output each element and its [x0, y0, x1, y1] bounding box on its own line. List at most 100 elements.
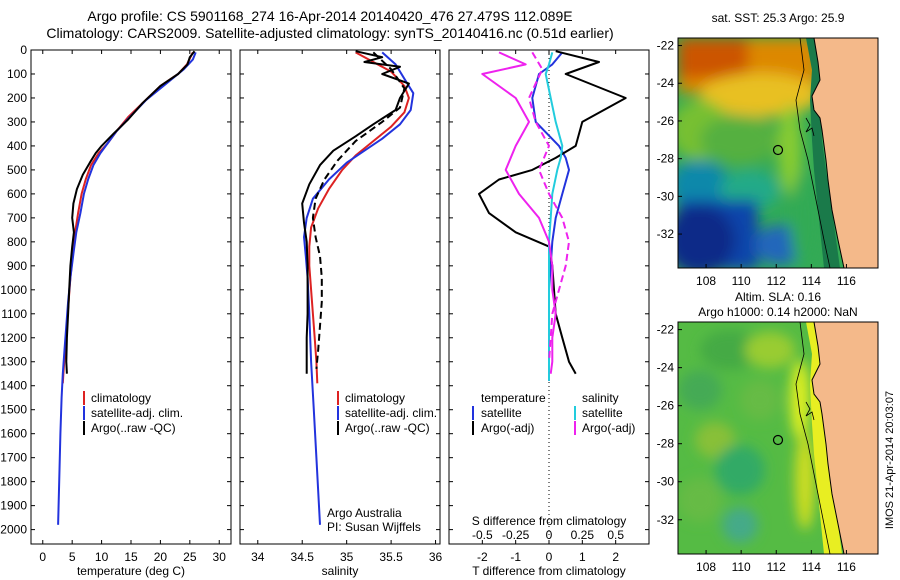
map-sst-frame: [677, 37, 879, 269]
y-tick-label: 1700: [0, 451, 27, 465]
legend-climatology-label: climatology: [91, 391, 151, 405]
figure-title-line2: Climatology: CARS2009. Satellite-adjuste…: [46, 25, 613, 41]
sst-land: [812, 38, 878, 268]
map-x-tick-label: 114: [802, 560, 821, 574]
map-sla-frame: [677, 321, 879, 555]
panel-salinity: 34 34.5 35 35.5 36 salinity climatology sate…: [239, 49, 443, 578]
x-tick-label: -1: [510, 550, 521, 564]
x-tick-label: 10: [95, 550, 109, 564]
y-tick-label: 1600: [0, 427, 27, 441]
salinity-xlabel: salinity: [322, 564, 359, 578]
footer-stamp: IMOS 21-Apr-2014 20:03:07: [884, 391, 896, 529]
x-tick-label: -2: [477, 550, 488, 564]
map-y-tick-label: -22: [657, 323, 675, 337]
y-tick-label: 1800: [0, 475, 27, 489]
map-y-tick-label: -22: [657, 39, 675, 53]
legend-satellite-label: satellite-adj. clim.: [91, 406, 183, 420]
x-tick-label: 36: [429, 550, 443, 564]
sst-argo-marker: [772, 144, 784, 156]
map-x-tick-label: 114: [802, 274, 821, 288]
temperature-axes: 0 5 10 15 20 25 300100200300400500600700800900…: [0, 43, 231, 564]
map-y-tick-label: -32: [657, 513, 675, 527]
sst-coastline: [811, 38, 845, 268]
map-sst-axes: 108 110 112 114 116 -22 -24 -26 -28 -30 -32: [657, 39, 857, 288]
y-tick-label: 1500: [0, 403, 27, 417]
map-sla: Altim. SLA: 0.16 Argo h1000: 0.14 h2000:…: [657, 290, 879, 574]
y-tick-label: 400: [7, 139, 27, 153]
panel-temperature: 0 5 10 15 20 25 300100200300400500600700800900…: [0, 43, 232, 578]
legend-temp-satellite-label: satellite: [481, 406, 522, 420]
map-y-tick-label: -28: [657, 152, 675, 166]
legend-satellite-label: satellite-adj. clim.: [345, 406, 437, 420]
salinity-plot-frame: [239, 49, 441, 545]
temperature-lines: [57, 50, 197, 525]
x-top-tick-label: 0.25: [571, 528, 595, 542]
legend-argo-label: Argo(..raw -QC): [91, 421, 176, 435]
y-tick-label: 1300: [0, 355, 27, 369]
series-line: [481, 51, 557, 374]
legend-sal-argo-label: Argo(-adj): [582, 421, 635, 435]
x-top-tick-label: 0.5: [607, 528, 624, 542]
x-tick-label: 0: [39, 550, 46, 564]
legend-climatology-label: climatology: [345, 391, 405, 405]
series-line: [301, 50, 410, 374]
map-x-tick-label: 110: [732, 560, 751, 574]
sla-shark-bay: [805, 401, 815, 421]
series-line: [544, 52, 564, 381]
sla-coastline: [811, 322, 845, 554]
temperature-plot-frame: [30, 49, 232, 545]
x-tick-label: 34: [251, 550, 265, 564]
map-y-tick-label: -30: [657, 475, 675, 489]
series-line: [478, 50, 627, 375]
map-sla-subtitle: Argo h1000: 0.14 h2000: NaN: [698, 305, 857, 319]
y-tick-label: 300: [7, 115, 27, 129]
legend-argo-label: Argo(..raw -QC): [345, 421, 430, 435]
x-top-tick-label: 0: [546, 528, 553, 542]
y-tick-label: 700: [7, 211, 27, 225]
x-top-tick-label: -0.25: [502, 528, 530, 542]
map-x-tick-label: 112: [767, 560, 786, 574]
map-y-tick-label: -26: [657, 114, 675, 128]
y-tick-label: 600: [7, 187, 27, 201]
sst-isobath: [795, 38, 831, 268]
sla-land: [812, 322, 878, 554]
salinity-lines: [301, 50, 415, 525]
y-tick-label: 0: [20, 43, 27, 57]
x-tick-label: 35: [340, 550, 354, 564]
series-line: [61, 51, 194, 384]
series-line: [308, 51, 410, 384]
legend-temp-argo-label: Argo(-adj): [481, 421, 534, 435]
x-tick-label: 5: [69, 550, 76, 564]
series-line: [303, 51, 415, 525]
series-line: [528, 51, 570, 362]
series-line: [311, 51, 406, 369]
panel-difference: -2 -1 0 1 2 -0.5 -0.25 0 0.25 0.5 S difference fr…: [448, 49, 650, 578]
temperature-legend: climatology satellite-adj. clim. Argo(..…: [83, 391, 183, 435]
y-tick-label: 2000: [0, 523, 27, 537]
y-tick-label: 1100: [1, 307, 27, 321]
argo-australia-label: Argo Australia: [327, 506, 402, 520]
map-y-tick-label: -28: [657, 437, 675, 451]
sla-argo-marker: [772, 434, 784, 446]
figure-title-line1: Argo profile: CS 5901168_274 16-Apr-2014…: [87, 8, 572, 24]
y-tick-label: 800: [7, 235, 27, 249]
x-tick-label: 25: [183, 550, 197, 564]
map-x-tick-label: 108: [696, 274, 716, 288]
map-y-tick-label: -24: [657, 76, 675, 90]
sla-isobath: [795, 322, 831, 554]
y-tick-label: 1900: [0, 499, 27, 513]
map-x-tick-label: 110: [732, 274, 751, 288]
salinity-legend: climatology satellite-adj. clim. Argo(..…: [337, 391, 437, 435]
difference-xlabel: T difference from climatology: [472, 564, 626, 578]
map-y-tick-label: -24: [657, 361, 675, 375]
map-sst-title: sat. SST: 25.3 Argo: 25.9: [712, 11, 845, 25]
sst-field: [678, 38, 820, 268]
legend-sal-satellite-label: satellite: [582, 406, 623, 420]
map-x-tick-label: 116: [837, 560, 856, 574]
x-tick-label: 34.5: [291, 550, 315, 564]
x-top-tick-label: -0.5: [472, 528, 493, 542]
map-x-tick-label: 112: [767, 274, 786, 288]
x-tick-label: 1: [579, 550, 586, 564]
difference-axes: -2 -1 0 1 2 -0.5 -0.25 0 0.25 0.5: [449, 49, 649, 564]
